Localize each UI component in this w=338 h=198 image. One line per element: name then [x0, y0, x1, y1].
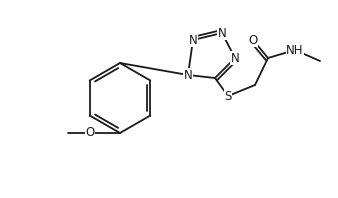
Text: N: N [231, 51, 239, 65]
Text: N: N [218, 27, 226, 39]
Text: N: N [184, 69, 192, 82]
Text: O: O [248, 33, 258, 47]
Text: O: O [86, 127, 95, 140]
Text: NH: NH [286, 44, 304, 56]
Text: N: N [189, 33, 197, 47]
Text: S: S [224, 89, 232, 103]
